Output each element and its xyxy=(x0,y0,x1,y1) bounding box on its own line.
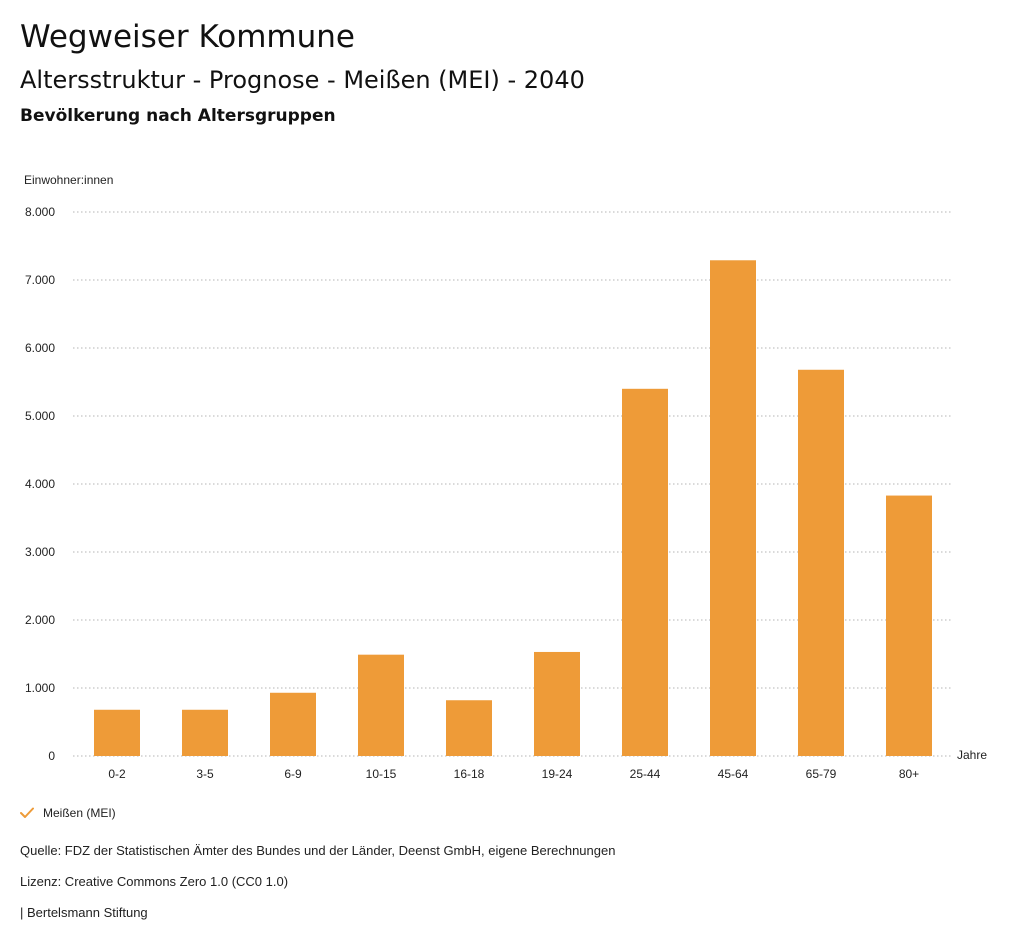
y-tick-label: 7.000 xyxy=(25,273,55,287)
y-tick-label: 3.000 xyxy=(25,545,55,559)
bar-6-9[interactable] xyxy=(270,692,316,756)
license-note: Lizenz: Creative Commons Zero 1.0 (CC0 1… xyxy=(20,874,289,889)
x-tick-label: 0-2 xyxy=(108,767,126,781)
legend-label: Meißen (MEI) xyxy=(43,806,116,820)
y-tick-label: 5.000 xyxy=(25,409,55,423)
x-tick-label: 16-18 xyxy=(454,767,485,781)
publisher-note: | Bertelsmann Stiftung xyxy=(20,905,148,920)
bar-3-5[interactable] xyxy=(182,709,228,756)
bar-65-79[interactable] xyxy=(798,369,844,756)
y-tick-label: 6.000 xyxy=(25,341,55,355)
y-tick-label: 4.000 xyxy=(25,477,55,491)
bar-chart: Einwohner:innen Jahre 0 1.000 2.000 3.000 4.… xyxy=(24,173,987,781)
chart-title: Bevölkerung nach Altersgruppen xyxy=(20,106,336,126)
x-tick-label: 6-9 xyxy=(284,767,302,781)
y-axis-label: Einwohner:innen xyxy=(24,173,113,187)
check-icon xyxy=(20,807,34,818)
bar-25-44[interactable] xyxy=(622,388,668,756)
page-title: Wegweiser Kommune xyxy=(20,19,355,55)
x-tick-label: 80+ xyxy=(899,767,919,781)
y-tick-label: 2.000 xyxy=(25,613,55,627)
x-tick-label: 19-24 xyxy=(542,767,573,781)
x-axis-label: Jahre xyxy=(957,748,987,762)
legend[interactable]: Meißen (MEI) xyxy=(20,803,116,823)
bar-0-2[interactable] xyxy=(94,709,140,756)
x-tick-label: 45-64 xyxy=(718,767,749,781)
x-tick-label: 3-5 xyxy=(196,767,214,781)
y-tick-label: 0 xyxy=(48,749,55,763)
page-subtitle: Altersstruktur - Prognose - Meißen (MEI)… xyxy=(20,66,585,94)
bar-16-18[interactable] xyxy=(446,700,492,756)
y-tick-label: 8.000 xyxy=(25,205,55,219)
bar-10-15[interactable] xyxy=(358,654,404,756)
bar-80+[interactable] xyxy=(886,495,932,756)
y-tick-label: 1.000 xyxy=(25,681,55,695)
bar-19-24[interactable] xyxy=(534,651,580,756)
x-tick-label: 10-15 xyxy=(366,767,397,781)
source-note: Quelle: FDZ der Statistischen Ämter des … xyxy=(20,843,616,858)
x-tick-label: 25-44 xyxy=(630,767,661,781)
x-tick-label: 65-79 xyxy=(806,767,837,781)
bar-45-64[interactable] xyxy=(710,260,756,756)
